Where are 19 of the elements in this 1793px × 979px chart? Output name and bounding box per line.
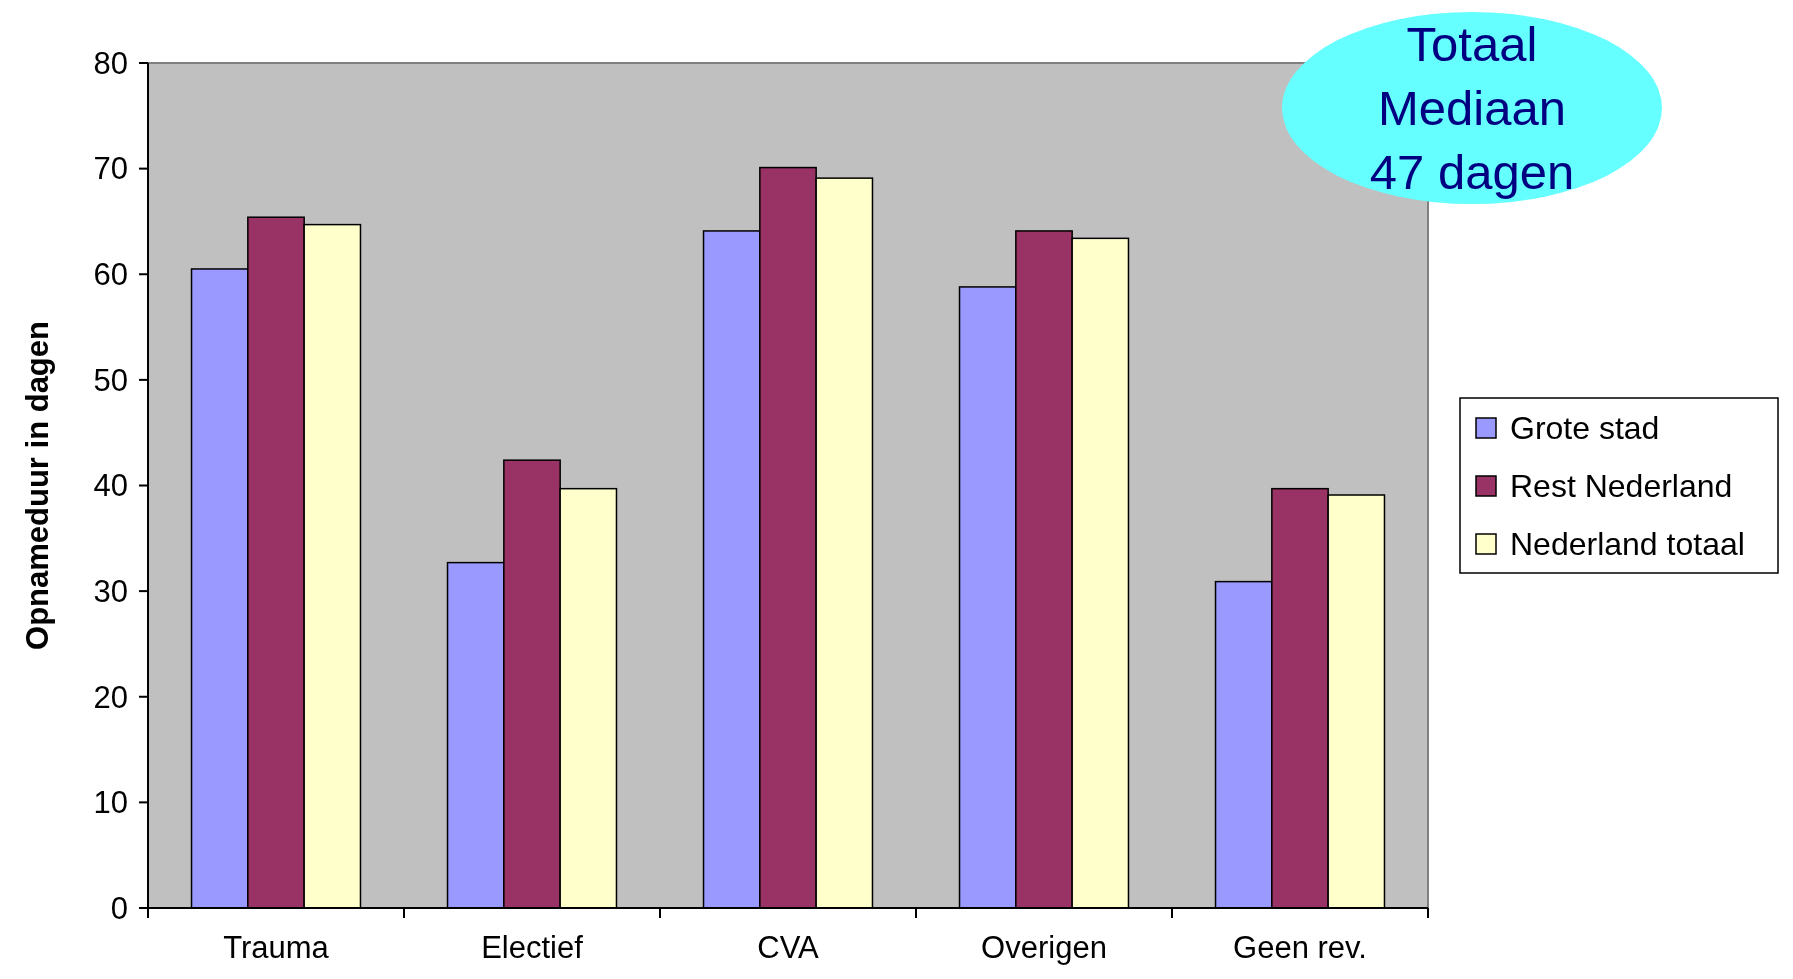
- y-tick-label: 0: [110, 890, 128, 926]
- x-tick-label: Geen rev.: [1233, 930, 1367, 965]
- y-tick-label: 60: [93, 257, 128, 293]
- legend-label: Nederland totaal: [1510, 526, 1745, 563]
- y-tick-label: 30: [93, 573, 128, 609]
- x-tick-label: Electief: [481, 930, 584, 965]
- annotation: Totaal Mediaan 47 dagen: [1369, 17, 1575, 200]
- y-tick-label: 10: [93, 785, 128, 821]
- legend-label: Rest Nederland: [1510, 468, 1733, 505]
- x-tick-label: Overigen: [981, 930, 1107, 965]
- legend-label: Grote stad: [1510, 410, 1660, 447]
- y-tick-label: 40: [93, 468, 128, 504]
- y-tick-label: 70: [93, 151, 128, 187]
- y-tick-label: 20: [93, 679, 128, 715]
- y-axis-title: Opnameduur in dagen: [20, 321, 55, 650]
- x-tick-label: Trauma: [223, 930, 330, 965]
- y-tick-label: 80: [93, 45, 128, 81]
- y-tick-label: 50: [93, 362, 128, 398]
- x-tick-label: CVA: [757, 930, 820, 965]
